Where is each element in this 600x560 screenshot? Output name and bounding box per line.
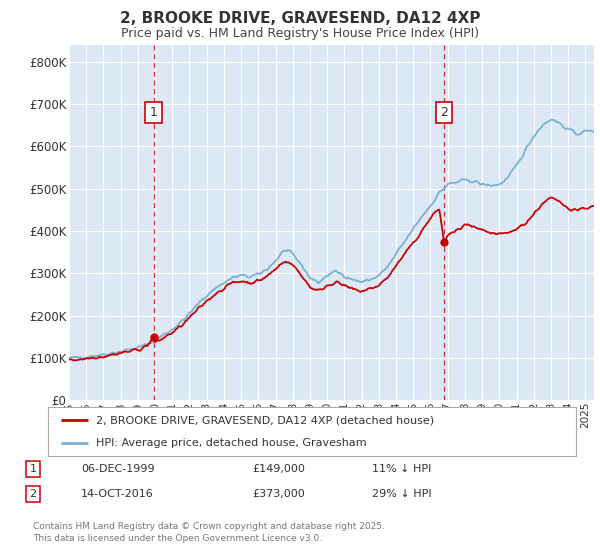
Text: 1: 1: [29, 464, 37, 474]
Text: 2: 2: [440, 106, 448, 119]
Text: 2: 2: [29, 489, 37, 499]
Text: 2, BROOKE DRIVE, GRAVESEND, DA12 4XP: 2, BROOKE DRIVE, GRAVESEND, DA12 4XP: [120, 11, 480, 26]
Text: 11% ↓ HPI: 11% ↓ HPI: [372, 464, 431, 474]
Text: 14-OCT-2016: 14-OCT-2016: [81, 489, 154, 499]
Text: HPI: Average price, detached house, Gravesham: HPI: Average price, detached house, Grav…: [95, 438, 366, 448]
Text: £373,000: £373,000: [252, 489, 305, 499]
Text: Contains HM Land Registry data © Crown copyright and database right 2025.
This d: Contains HM Land Registry data © Crown c…: [33, 522, 385, 543]
Text: 2, BROOKE DRIVE, GRAVESEND, DA12 4XP (detached house): 2, BROOKE DRIVE, GRAVESEND, DA12 4XP (de…: [95, 416, 434, 426]
Text: 29% ↓ HPI: 29% ↓ HPI: [372, 489, 431, 499]
Text: Price paid vs. HM Land Registry's House Price Index (HPI): Price paid vs. HM Land Registry's House …: [121, 27, 479, 40]
Text: 06-DEC-1999: 06-DEC-1999: [81, 464, 155, 474]
Text: 1: 1: [150, 106, 158, 119]
Text: £149,000: £149,000: [252, 464, 305, 474]
